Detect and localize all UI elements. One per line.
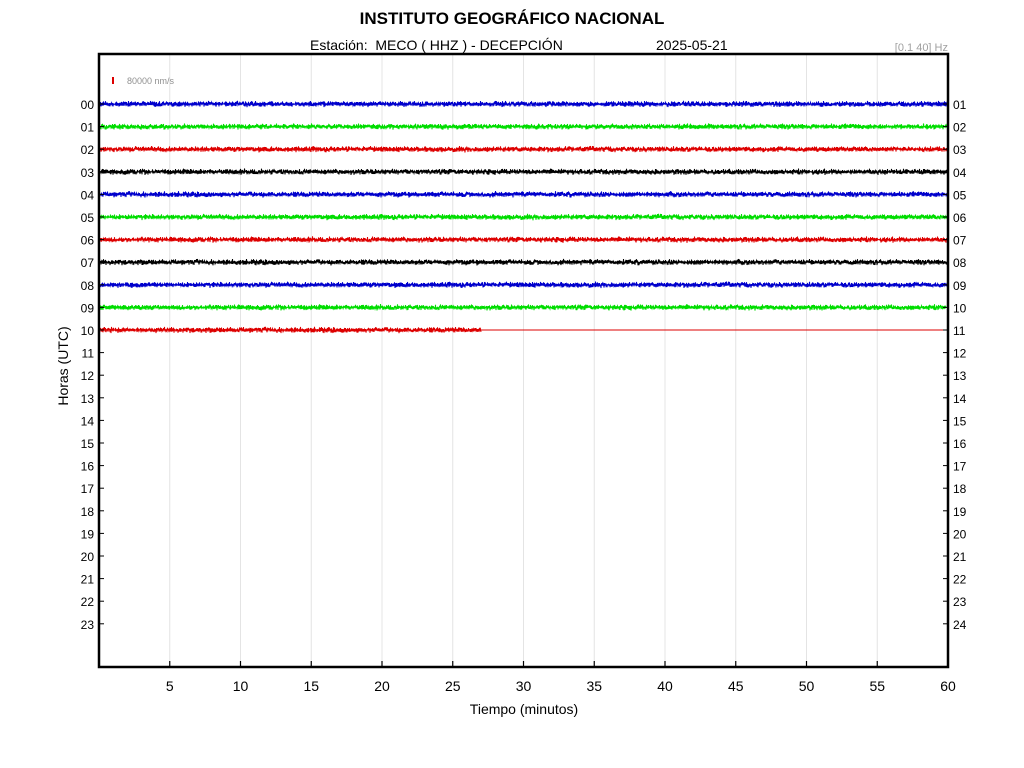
scale-bar	[112, 77, 114, 84]
hour-label-left: 14	[81, 414, 95, 428]
hour-label-right: 13	[953, 369, 967, 383]
hour-label-right: 04	[953, 166, 967, 180]
trace-hour-8	[98, 281, 949, 289]
hour-label-right: 23	[953, 595, 967, 609]
filter-label: [0.1 40] Hz	[894, 42, 948, 54]
hour-label-left: 15	[81, 437, 95, 451]
hour-label-right: 20	[953, 527, 967, 541]
hour-label-left: 18	[81, 505, 95, 519]
hour-label-right: 11	[953, 324, 966, 338]
trace-hour-7	[98, 258, 949, 266]
hour-label-right: 05	[953, 188, 967, 202]
hour-label-left: 20	[81, 550, 95, 564]
hour-label-left: 19	[81, 527, 95, 541]
hour-label-left: 02	[81, 143, 95, 157]
hour-label-left: 05	[81, 211, 95, 225]
hour-label-left: 03	[81, 166, 95, 180]
hour-label-right: 18	[953, 482, 967, 496]
hour-label-left: 04	[81, 188, 95, 202]
x-tick-label: 5	[166, 678, 174, 694]
hour-label-right: 24	[953, 618, 967, 632]
trace-hour-9	[98, 303, 949, 311]
trace-hour-1	[98, 122, 949, 131]
x-tick-label: 30	[516, 678, 532, 694]
hour-label-left: 22	[81, 595, 95, 609]
station-label: Estación: MECO ( HHZ ) - DECEPCIÓN	[310, 37, 563, 53]
hour-label-right: 15	[953, 414, 967, 428]
hour-label-right: 14	[953, 392, 967, 406]
x-tick-label: 60	[940, 678, 956, 694]
x-ticks: 5 10 15 20 25 30 35 40 45 50 55 60	[166, 661, 956, 694]
hour-label-right: 01	[953, 98, 967, 112]
hour-label-right: 09	[953, 279, 967, 293]
traces	[98, 100, 949, 334]
x-tick-label: 15	[303, 678, 319, 694]
trace-hour-2	[98, 145, 949, 153]
hour-label-left: 11	[82, 347, 95, 361]
hour-label-left: 00	[81, 98, 95, 112]
hour-label-left: 12	[81, 369, 95, 383]
hour-label-left: 10	[81, 324, 95, 338]
hour-label-right: 19	[953, 505, 967, 519]
hour-label-left: 13	[81, 392, 95, 406]
x-tick-label: 25	[445, 678, 461, 694]
hour-label-left: 23	[81, 618, 95, 632]
trace-hour-3	[98, 168, 949, 176]
hour-label-left: 06	[81, 234, 95, 248]
x-tick-label: 40	[657, 678, 673, 694]
x-tick-label: 20	[374, 678, 390, 694]
hour-label-right: 02	[953, 121, 967, 135]
grid-lines	[169, 54, 878, 667]
x-axis-label: Tiempo (minutos)	[470, 701, 578, 717]
hour-label-right: 03	[953, 143, 967, 157]
trace-hour-0	[98, 100, 949, 108]
scale-label: 80000 nm/s	[127, 76, 175, 86]
x-tick-label: 55	[869, 678, 885, 694]
x-tick-label: 35	[586, 678, 602, 694]
trace-hour-4	[98, 190, 949, 198]
x-tick-label: 10	[233, 678, 249, 694]
hour-label-right: 10	[953, 301, 967, 315]
hour-label-right: 17	[953, 460, 967, 474]
hour-label-right: 06	[953, 211, 967, 225]
trace-hour-5	[98, 213, 949, 221]
date-label: 2025-05-21	[656, 37, 728, 53]
hour-label-right: 08	[953, 256, 967, 270]
hour-label-right: 07	[953, 234, 967, 248]
hour-label-left: 16	[81, 460, 95, 474]
hour-label-right: 22	[953, 573, 967, 587]
hour-label-left: 21	[81, 573, 95, 587]
hour-label-left: 17	[81, 482, 95, 496]
trace-hour-6	[98, 236, 949, 244]
hour-label-right: 12	[953, 347, 967, 361]
page-title: INSTITUTO GEOGRÁFICO NACIONAL	[359, 9, 665, 28]
trace-hour-10	[98, 326, 482, 334]
x-tick-label: 50	[799, 678, 815, 694]
hour-label-left: 09	[81, 301, 95, 315]
hour-label-left: 01	[81, 121, 95, 135]
hour-label-right: 16	[953, 437, 967, 451]
hour-labels: 00 01 02 03 04 05 06 07 08 09 10 11 12 13 14 15 16 17 18 19…	[81, 98, 967, 632]
hour-label-left: 07	[81, 256, 95, 270]
hour-label-right: 21	[953, 550, 967, 564]
y-axis-label: Horas (UTC)	[55, 326, 71, 405]
x-tick-label: 45	[728, 678, 744, 694]
hour-label-left: 08	[81, 279, 95, 293]
